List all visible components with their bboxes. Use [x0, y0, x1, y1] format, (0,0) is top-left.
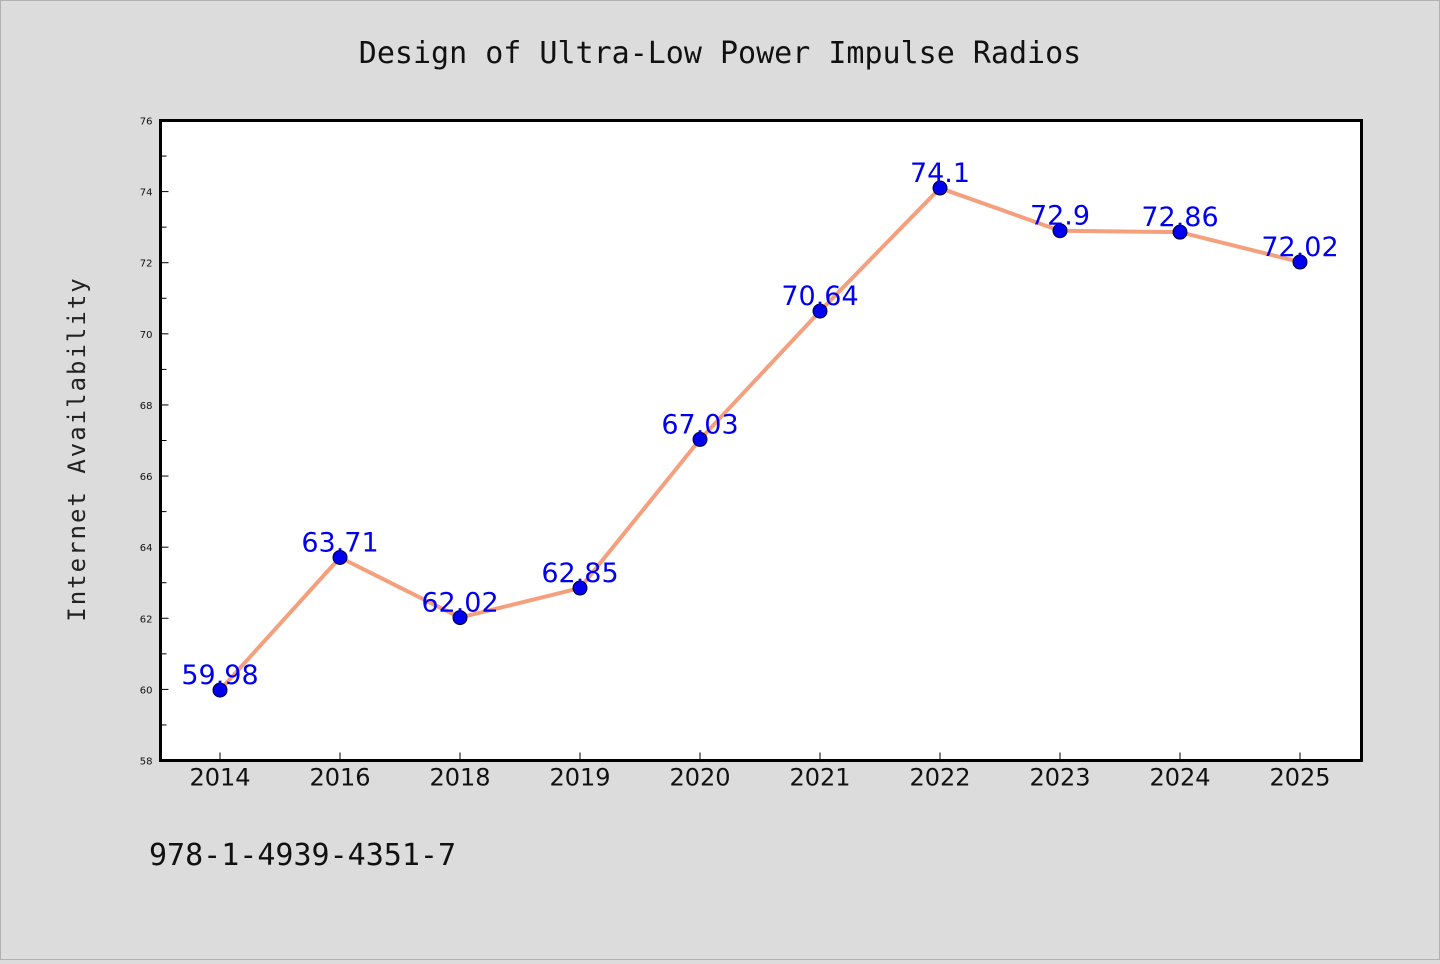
data-point-marker: [572, 580, 588, 596]
x-tick-label: 2022: [909, 764, 970, 792]
data-label: 62.02: [421, 588, 498, 619]
data-label: 72.86: [1141, 202, 1218, 233]
data-label: 72.02: [1261, 232, 1338, 263]
data-label: 59.98: [181, 660, 258, 691]
data-point-marker: [332, 549, 348, 565]
data-point-marker: [1292, 254, 1308, 270]
plot-area: [159, 119, 1363, 762]
data-point-marker: [1052, 223, 1068, 239]
chart-title: Design of Ultra-Low Power Impulse Radios: [359, 36, 1081, 71]
data-labels: 59.98 63.71 62.02 62.85 67.03 70.64 74.1 72.9 72…: [181, 158, 1338, 691]
x-tick-label: 2019: [549, 764, 610, 792]
y-tick-label: 60: [140, 685, 153, 696]
x-tick-label: 2014: [189, 764, 250, 792]
y-tick-label: 76: [140, 117, 153, 128]
isbn-text: 978-1-4939-4351-7: [149, 838, 456, 873]
y-tick-label: 72: [140, 259, 153, 270]
y-tick-label: 66: [140, 472, 153, 483]
y-axis-label: Internet Availability: [63, 276, 91, 621]
y-tick-label: 62: [140, 614, 153, 625]
y-tick-label: 58: [140, 757, 153, 768]
x-tick-label: 2024: [1149, 764, 1210, 792]
x-tick-label: 2025: [1269, 764, 1330, 792]
data-label: 62.85: [541, 558, 618, 589]
data-label: 63.71: [301, 527, 378, 558]
data-point-marker: [692, 431, 708, 447]
y-tick-label: 68: [140, 401, 153, 412]
y-tick-label: 74: [140, 188, 153, 199]
x-tick-label: 2020: [669, 764, 730, 792]
data-point-marker: [212, 682, 228, 698]
y-tick-label: 70: [140, 330, 153, 341]
series-line: [218, 186, 1302, 693]
data-label: 67.03: [661, 409, 738, 440]
x-tick-label: 2016: [309, 764, 370, 792]
data-point-marker: [1172, 224, 1188, 240]
data-label: 74.1: [910, 158, 970, 189]
x-axis: 2014 2016 2018 2019 2020 2021 2022 2023 2024 2025: [189, 752, 1331, 792]
data-label: 72.9: [1030, 201, 1090, 232]
y-tick-label: 64: [140, 543, 153, 554]
x-tick-label: 2018: [429, 764, 490, 792]
data-label: 70.64: [781, 281, 858, 312]
data-point-marker: [452, 610, 468, 626]
y-axis: 58 60 62 64 66 68 70 72 74 76: [140, 117, 169, 768]
x-tick-label: 2023: [1029, 764, 1090, 792]
x-tick-label: 2021: [789, 764, 850, 792]
data-point-marker: [812, 303, 828, 319]
data-point-marker: [932, 180, 948, 196]
series-internet-availability: [212, 180, 1308, 698]
